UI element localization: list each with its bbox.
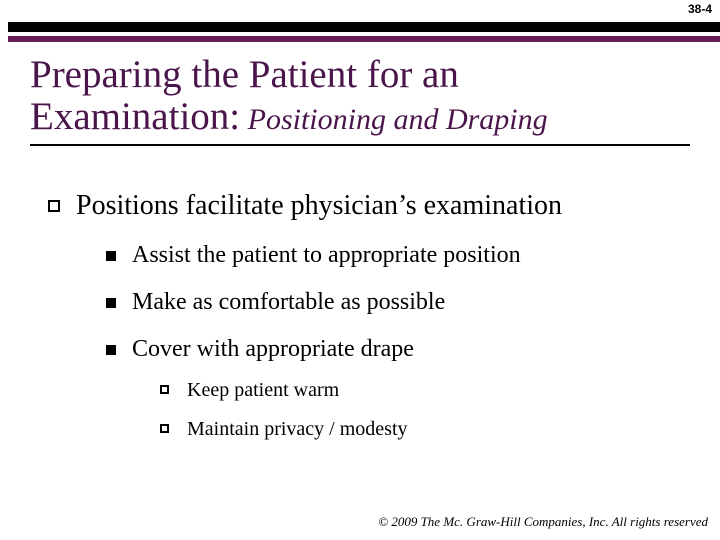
title-underline [30, 144, 690, 146]
list-item: Maintain privacy / modesty [160, 418, 690, 441]
list-item-text: Assist the patient to appropriate positi… [132, 242, 521, 269]
bar-dark [8, 22, 720, 32]
copyright-footer: © 2009 The Mc. Graw-Hill Companies, Inc.… [378, 514, 708, 530]
title-block: Preparing the Patient for an Examination… [30, 54, 690, 146]
title-line1: Preparing the Patient for an [30, 53, 459, 96]
list-item: Make as comfortable as possible [106, 289, 690, 316]
list-item: Keep patient warm [160, 379, 690, 402]
slide: 38-4 Preparing the Patient for an Examin… [0, 0, 720, 540]
slide-title: Preparing the Patient for an Examination… [30, 54, 690, 138]
list-item: Assist the patient to appropriate positi… [106, 242, 690, 269]
bullet-filled-square-icon [106, 298, 116, 308]
title-subtitle: Positioning and Draping [240, 103, 548, 136]
content-area: Positions facilitate physician’s examina… [48, 190, 690, 441]
list-item-text: Positions facilitate physician’s examina… [76, 190, 562, 222]
bullet-filled-square-icon [106, 345, 116, 355]
list-item-text: Keep patient warm [187, 379, 339, 402]
sublist: Assist the patient to appropriate positi… [106, 242, 690, 441]
list-item-text: Make as comfortable as possible [132, 289, 445, 316]
bullet-open-square-icon [48, 200, 60, 212]
title-line2-lead: Examination: [30, 95, 240, 138]
sub-sublist: Keep patient warm Maintain privacy / mod… [160, 379, 690, 441]
bullet-filled-square-icon [106, 251, 116, 261]
list-item: Positions facilitate physician’s examina… [48, 190, 690, 222]
page-number: 38-4 [688, 2, 712, 16]
bar-accent [8, 36, 720, 42]
list-item-text: Maintain privacy / modesty [187, 418, 408, 441]
bullet-open-square-icon [160, 424, 169, 433]
list-item-text: Cover with appropriate drape [132, 336, 414, 363]
list-item: Cover with appropriate drape [106, 336, 690, 363]
bullet-open-square-icon [160, 385, 169, 394]
header-bars [8, 22, 720, 42]
